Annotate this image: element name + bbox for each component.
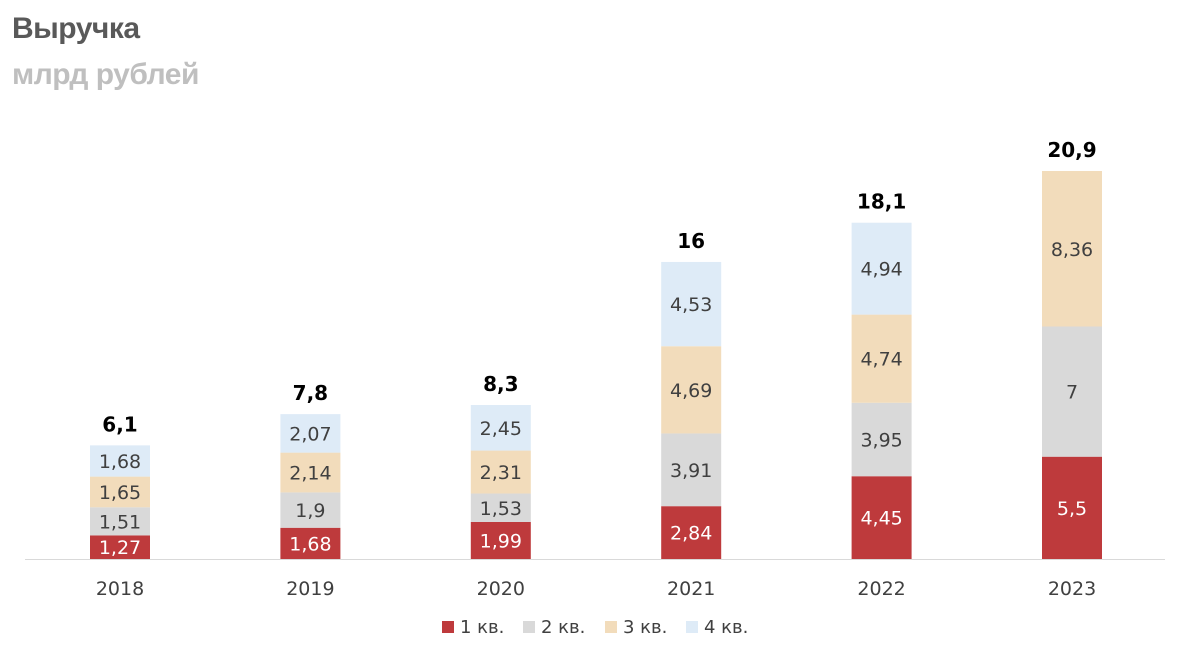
data-label-2021-q4: 4,53 [670,294,712,316]
data-label-2020-q4: 2,45 [480,418,522,440]
bar-2023-q2 [1042,326,1102,457]
data-label-2021-q3: 4,69 [670,380,712,402]
legend-label-q4: 4 кв. [704,617,748,638]
data-label-2022-q3: 4,74 [860,349,902,371]
data-label-2019-q2: 1,9 [295,500,325,522]
bar-2021-q1 [661,506,722,559]
bar-2020-q4 [470,404,531,451]
data-label-2023-q1: 5,5 [1057,498,1087,520]
data-label-2019-q4: 2,07 [289,423,331,445]
data-label-2023-q3: 8,36 [1051,239,1093,261]
bar-2020-q2 [470,493,531,522]
bar-2019-q4 [280,414,341,453]
bar-2018-q4 [90,445,150,477]
total-label-2022: 18,1 [857,190,906,214]
x-tick-label-2020: 2020 [477,578,525,600]
bar-2020-q1 [470,521,531,559]
bar-2022-q3 [851,314,912,403]
total-label-2023: 20,9 [1047,138,1096,162]
bar-2018-q3 [90,476,150,508]
bar-2019-q1 [280,527,341,559]
data-label-2022-q1: 4,45 [860,508,902,530]
total-label-2021: 16 [677,229,705,253]
legend-swatch-q4 [686,621,698,633]
data-label-2020-q3: 2,31 [480,462,522,484]
legend-swatch-q2 [523,621,535,633]
data-label-2019-q1: 1,68 [289,533,331,555]
data-label-2023-q2: 7 [1066,382,1078,404]
data-label-2020-q1: 1,99 [480,530,522,552]
data-label-2022-q4: 4,94 [860,259,902,281]
data-label-2022-q2: 3,95 [860,429,902,451]
bar-2022-q4 [851,222,912,315]
x-tick-label-2019: 2019 [286,578,334,600]
total-label-2019: 7,8 [293,381,328,405]
total-label-2018: 6,1 [102,412,137,436]
total-label-2020: 8,3 [483,372,518,396]
data-label-2018-q2: 1,51 [99,511,141,533]
chart-title: Выручка [12,12,140,45]
bar-2020-q3 [470,450,531,494]
legend-swatch-q1 [442,621,454,633]
data-label-2018-q4: 1,68 [99,451,141,473]
bar-2018-q2 [90,507,150,536]
x-tick-label-2022: 2022 [857,578,905,600]
bar-2019-q3 [280,452,341,493]
legend-label-q3: 3 кв. [623,617,667,638]
legend-label-q2: 2 кв. [541,617,585,638]
bar-2022-q2 [851,402,912,477]
bar-2018-q1 [90,535,150,559]
x-tick-label-2023: 2023 [1048,578,1096,600]
bar-2021-q4 [661,261,722,347]
bar-2023-q3 [1042,171,1102,327]
data-label-2020-q2: 1,53 [480,498,522,520]
data-label-2021-q2: 3,91 [670,460,712,482]
x-tick-label-2021: 2021 [667,578,715,600]
x-tick-label-2018: 2018 [96,578,144,600]
bar-2022-q1 [851,476,912,559]
data-label-2021-q1: 2,84 [670,523,712,545]
bar-2019-q2 [280,492,341,528]
bar-2021-q2 [661,433,722,507]
legend-label-q1: 1 кв. [460,617,504,638]
bar-2021-q3 [661,346,722,434]
data-label-2019-q3: 2,14 [289,463,331,485]
bar-2023-q1 [1042,456,1102,559]
chart-subtitle: млрд рублей [12,58,199,91]
data-label-2018-q3: 1,65 [99,482,141,504]
legend-swatch-q3 [605,621,617,633]
data-label-2018-q1: 1,27 [99,537,141,559]
